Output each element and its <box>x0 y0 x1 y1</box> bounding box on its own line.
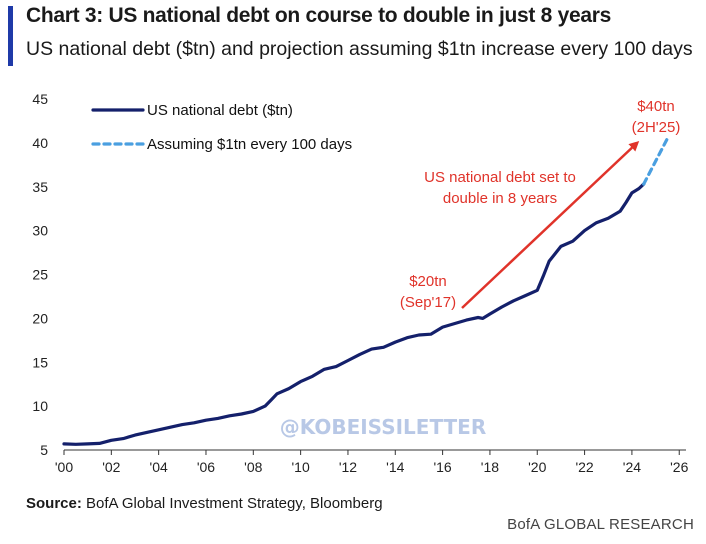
annotation-double-8-years-line: US national debt set to <box>424 169 576 186</box>
x-tick-label: '24 <box>623 459 641 475</box>
y-tick-label: 20 <box>32 310 48 326</box>
brand-label: BofA GLOBAL RESEARCH <box>507 516 694 533</box>
source-text: BofA Global Investment Strategy, Bloombe… <box>81 495 383 512</box>
y-tick-label: 30 <box>32 223 48 239</box>
chart-subtitle: US national debt ($tn) and projection as… <box>26 38 693 60</box>
x-tick-label: '00 <box>55 459 73 475</box>
chart-title: Chart 3: US national debt on course to d… <box>26 4 611 27</box>
y-tick-label: 5 <box>40 442 48 458</box>
legend-debt-label: US national debt ($tn) <box>147 102 293 119</box>
y-tick-label: 40 <box>32 135 48 151</box>
annotation-40tn-line: (2H'25) <box>632 119 681 136</box>
chart-axes: '00 '02 '04 '06 '08 '10 '12 '14 '16 '18 '20 '22 '24 '… <box>32 91 688 475</box>
source-note: Source: BofA Global Investment Strategy,… <box>26 495 383 512</box>
x-tick-label: '14 <box>386 459 404 475</box>
y-tick-label: 35 <box>32 179 48 195</box>
y-tick-label: 15 <box>32 354 48 370</box>
chart-annotations: $40tn (2H'25) US national debt set to doubl… <box>400 98 680 311</box>
annotation-40tn-line: $40tn <box>637 98 675 115</box>
legend-projection-label: Assuming $1tn every 100 days <box>147 136 352 153</box>
x-tick-label: '20 <box>528 459 546 475</box>
x-tick-label: '02 <box>102 459 120 475</box>
source-label: Source: <box>26 495 82 512</box>
annotation-double-8-years-line: double in 8 years <box>443 190 557 207</box>
x-tick-label: '08 <box>244 459 262 475</box>
x-tick-label: '12 <box>339 459 357 475</box>
x-tick-label: '18 <box>481 459 499 475</box>
chart-lines <box>62 136 669 446</box>
x-tick-label: '06 <box>197 459 215 475</box>
watermark-text: @KOBEISSILETTER <box>280 415 487 439</box>
x-tick-label: '26 <box>670 459 688 475</box>
x-tick-label: '04 <box>150 459 168 475</box>
y-tick-label: 45 <box>32 91 48 107</box>
x-tick-label: '16 <box>433 459 451 475</box>
projection-series-line <box>642 136 669 186</box>
annotation-20tn-line: (Sep'17) <box>400 294 456 311</box>
annotation-20tn-line: $20tn <box>409 273 447 290</box>
y-tick-label: 25 <box>32 267 48 283</box>
y-tick-label: 10 <box>32 398 48 414</box>
x-tick-label: '22 <box>575 459 593 475</box>
debt-series-line <box>62 182 646 446</box>
x-tick-label: '10 <box>292 459 310 475</box>
title-accent-bar <box>8 6 13 66</box>
chart-legend: US national debt ($tn) Assuming $1tn ever… <box>91 102 352 153</box>
doubling-arrow <box>461 140 640 309</box>
